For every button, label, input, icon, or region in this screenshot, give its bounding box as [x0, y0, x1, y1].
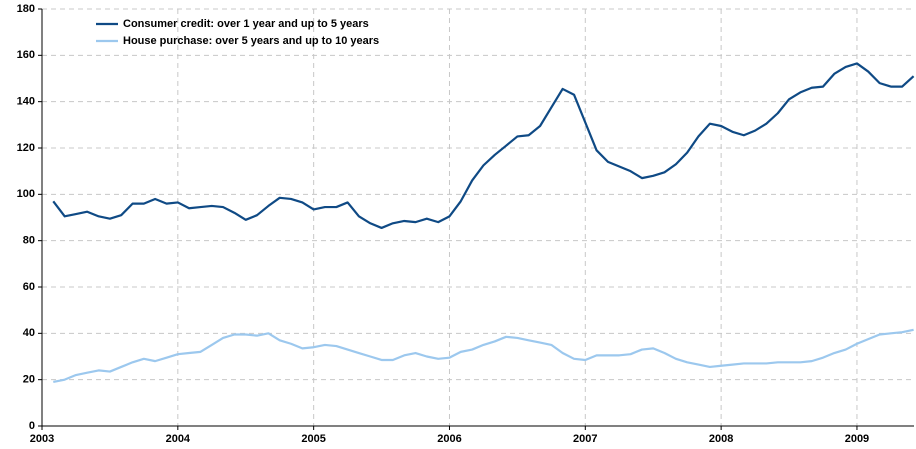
x-tick-label: 2007: [573, 433, 597, 445]
y-tick-label: 180: [17, 3, 35, 15]
y-tick-label: 40: [23, 327, 35, 339]
legend-label: Consumer credit: over 1 year and up to 5…: [123, 18, 369, 30]
x-tick-label: 2006: [437, 433, 461, 445]
x-tick-label: 2005: [301, 433, 325, 445]
y-tick-label: 60: [23, 281, 35, 293]
y-tick-label: 100: [17, 188, 35, 200]
series-line: [52, 62, 915, 230]
series-line: [53, 328, 914, 384]
y-tick-label: 20: [23, 374, 35, 386]
x-tick-label: 2009: [845, 433, 869, 445]
x-tick-label: 2003: [30, 433, 54, 445]
y-tick-label: 0: [29, 420, 35, 432]
y-tick-label: 80: [23, 235, 35, 247]
y-tick-label: 120: [17, 142, 35, 154]
legend-label: House purchase: over 5 years and up to 1…: [123, 35, 379, 47]
y-tick-label: 140: [17, 96, 35, 108]
x-tick-label: 2004: [166, 433, 191, 445]
x-tick-label: 2008: [709, 433, 733, 445]
y-tick-label: 160: [17, 49, 35, 61]
